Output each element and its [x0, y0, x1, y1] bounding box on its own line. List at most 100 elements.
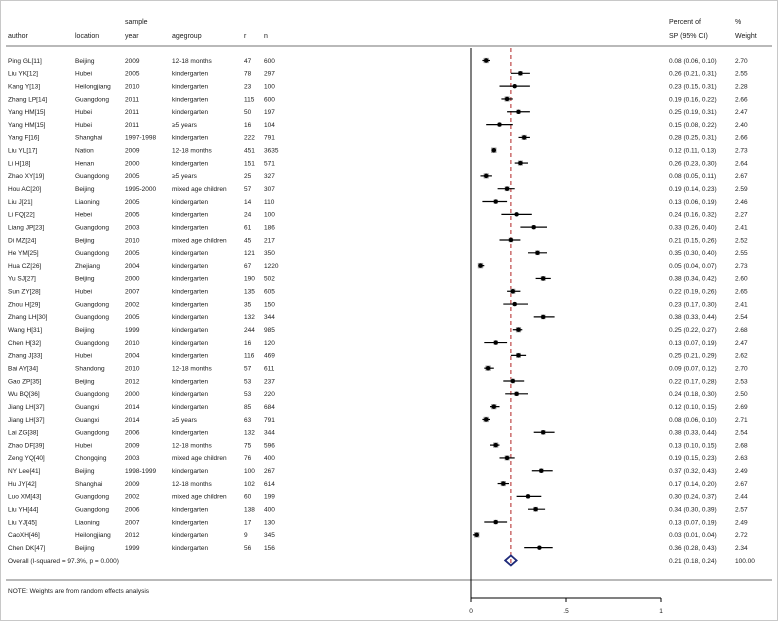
study-ci: 0.25 (0.22, 0.27): [669, 327, 717, 334]
point-estimate: [478, 263, 483, 268]
study-agegroup: ≥5 years: [172, 122, 198, 129]
point-estimate: [474, 532, 479, 538]
study-ci: 0.08 (0.06, 0.10): [669, 58, 717, 65]
study-author: Zhao DF[39]: [8, 442, 44, 449]
study-ci: 0.08 (0.06, 0.10): [669, 417, 717, 424]
study-location: Guangxi: [75, 404, 99, 411]
overall-label: Overall (I-squared = 97.3%, p = 0.000): [8, 558, 119, 565]
point-estimate: [493, 340, 498, 345]
study-ci: 0.15 (0.08, 0.22): [669, 122, 717, 129]
study-row: Liu J[21] Liaoning 2005 kindergarten 14 110 0.…: [8, 199, 748, 206]
study-agegroup: kindergarten: [172, 250, 209, 257]
study-row: Bai AY[34] Shandong 2010 12-18 months 57 611 0…: [8, 365, 748, 372]
study-agegroup: 12-18 months: [172, 58, 212, 65]
study-location: Beijing: [75, 378, 95, 385]
study-row: Zhang LP[14] Guangdong 2011 kindergarten 115…: [8, 96, 748, 103]
study-n: 307: [264, 186, 275, 193]
study-agegroup: ≥5 years: [172, 417, 198, 424]
study-ci: 0.22 (0.17, 0.28): [669, 378, 717, 385]
study-weight: 2.60: [735, 276, 748, 283]
study-row: Gao ZP[35] Beijing 2012 kindergarten 53 237 0.…: [8, 378, 748, 385]
study-weight: 2.52: [735, 237, 748, 244]
study-r: 17: [244, 519, 252, 526]
study-author: Wu BQ[36]: [8, 391, 40, 398]
study-location: Hubei: [75, 353, 92, 360]
point-estimate: [491, 404, 496, 409]
study-year: 2009: [125, 148, 140, 155]
study-year: 2009: [125, 442, 140, 449]
study-agegroup: kindergarten: [172, 301, 209, 308]
study-r: 115: [244, 96, 255, 103]
overall-row: Overall (I-squared = 97.3%, p = 0.000) 0.…: [8, 558, 755, 565]
study-ci: 0.37 (0.32, 0.43): [669, 468, 717, 475]
study-year: 2005: [125, 250, 140, 257]
study-n: 596: [264, 442, 275, 449]
study-ci: 0.19 (0.16, 0.22): [669, 96, 717, 103]
study-agegroup: kindergarten: [172, 314, 209, 321]
study-r: 78: [244, 71, 252, 78]
study-ci: 0.12 (0.10, 0.15): [669, 404, 717, 411]
study-location: Beijing: [75, 58, 95, 65]
study-weight: 2.66: [735, 135, 748, 142]
study-location: Beijing: [75, 186, 95, 193]
study-ci: 0.34 (0.30, 0.39): [669, 507, 717, 514]
header-weight: Weight: [735, 33, 757, 40]
study-author: Zhang J[33]: [8, 353, 43, 360]
study-r: 151: [244, 160, 255, 167]
study-year: 1998-1999: [125, 468, 156, 475]
study-ci: 0.08 (0.05, 0.11): [669, 173, 716, 180]
study-row: Liu YL[17] Nation 2009 12-18 months 451 3635 0…: [8, 148, 748, 155]
study-location: Liaoning: [75, 519, 100, 526]
header-sp: SP (95% CI): [669, 33, 708, 40]
overall-weight: 100.00: [735, 558, 755, 565]
study-r: 75: [244, 442, 252, 449]
study-location: Guangdong: [75, 494, 109, 501]
study-weight: 2.44: [735, 494, 748, 501]
study-author: Ping GL[11]: [8, 58, 42, 65]
footnote: NOTE: Weights are from random effects an…: [8, 588, 150, 595]
point-estimate: [504, 455, 510, 461]
study-agegroup: kindergarten: [172, 212, 209, 219]
point-estimate: [485, 365, 491, 371]
study-agegroup: kindergarten: [172, 353, 209, 360]
header-location: location: [75, 33, 99, 40]
study-year: 2009: [125, 481, 140, 488]
study-weight: 2.46: [735, 199, 748, 206]
study-weight: 2.68: [735, 327, 748, 334]
study-agegroup: kindergarten: [172, 532, 209, 539]
study-r: 451: [244, 148, 255, 155]
study-row: Jiang LH[37] Guangxi 2014 ≥5 years 63 791 0.08…: [8, 417, 748, 424]
study-n: 344: [264, 314, 275, 321]
study-n: 217: [264, 237, 275, 244]
study-row: Yang HM[15] Hubei 2011 ≥5 years 16 104 0.15 (0…: [8, 122, 748, 129]
study-r: 100: [244, 468, 255, 475]
study-r: 14: [244, 199, 252, 206]
study-location: Shanghai: [75, 135, 102, 142]
study-row: Chen DK[47] Beijing 1999 kindergarten 56 156 0…: [8, 545, 748, 552]
study-weight: 2.73: [735, 148, 748, 155]
study-weight: 2.28: [735, 83, 748, 90]
study-n: 350: [264, 250, 275, 257]
study-weight: 2.27: [735, 212, 748, 219]
study-location: Hebei: [75, 212, 92, 219]
study-location: Chongqing: [75, 455, 107, 462]
study-row: Lai ZG[38] Guangdong 2006 kindergarten 132 34…: [8, 430, 748, 437]
study-author: Kang Y[13]: [8, 83, 40, 90]
study-agegroup: kindergarten: [172, 404, 209, 411]
study-r: 45: [244, 237, 252, 244]
study-year: 2012: [125, 378, 140, 385]
point-estimate: [539, 468, 544, 473]
study-location: Hubei: [75, 289, 92, 296]
study-n: 199: [264, 494, 275, 501]
study-agegroup: kindergarten: [172, 263, 209, 270]
study-location: Liaoning: [75, 199, 100, 206]
study-location: Hubei: [75, 109, 92, 116]
study-weight: 2.69: [735, 404, 748, 411]
study-row: Wu BQ[36] Guangdong 2000 kindergarten 53 220 0…: [8, 391, 748, 398]
study-n: 791: [264, 417, 275, 424]
x-tick-label: 1: [659, 608, 663, 615]
x-tick-label: .5: [563, 608, 569, 615]
study-year: 2012: [125, 532, 140, 539]
study-year: 2003: [125, 455, 140, 462]
study-location: Guangdong: [75, 391, 109, 398]
